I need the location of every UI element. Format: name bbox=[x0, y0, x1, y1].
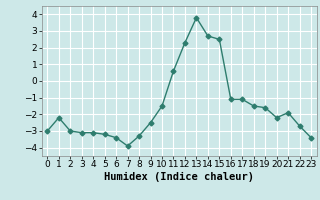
X-axis label: Humidex (Indice chaleur): Humidex (Indice chaleur) bbox=[104, 172, 254, 182]
